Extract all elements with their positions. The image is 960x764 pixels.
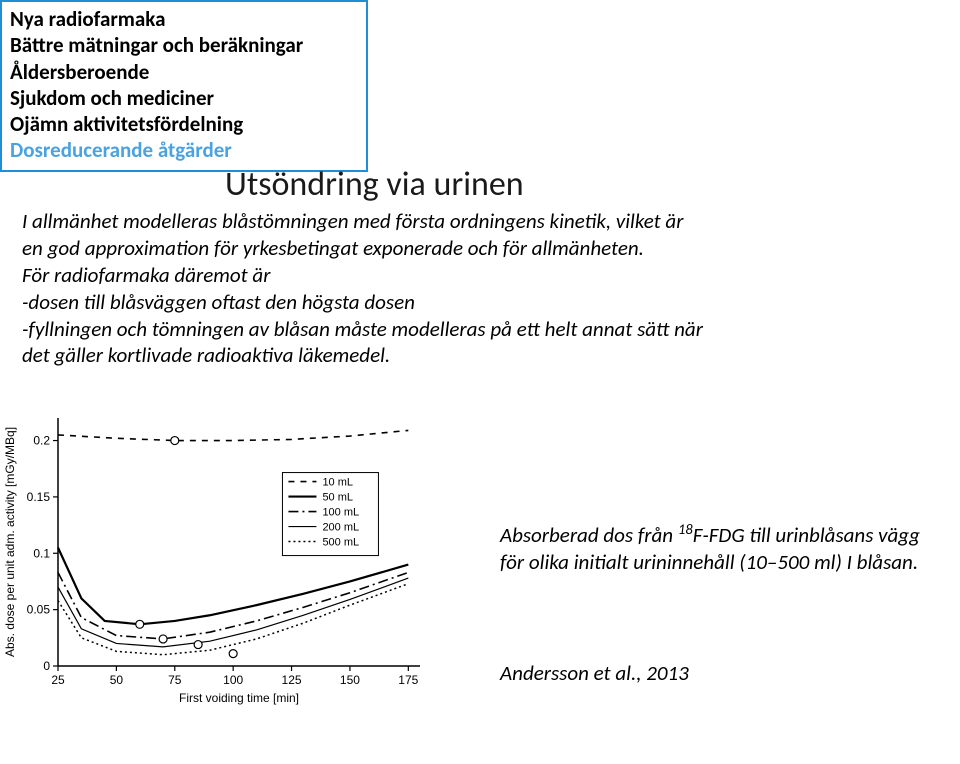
svg-text:25: 25 <box>51 673 65 687</box>
dose-vs-voiding-time-chart: 25 50 75 100 125 150 175 0 0.05 0.1 0.15 0.2 First v… <box>0 408 430 708</box>
svg-text:50: 50 <box>110 673 124 687</box>
body-paragraph: I allmänhet modelleras blåstömningen med… <box>22 208 952 369</box>
page-title: Utsöndring via urinen <box>225 164 524 205</box>
svg-text:175: 175 <box>398 673 418 687</box>
svg-text:50 mL: 50 mL <box>322 492 353 504</box>
svg-text:100: 100 <box>223 673 243 687</box>
svg-text:0.2: 0.2 <box>33 434 50 448</box>
svg-text:150: 150 <box>340 673 360 687</box>
chart-caption: Absorberad dos från 18F-FDG till urinblå… <box>500 520 920 577</box>
svg-text:200 mL: 200 mL <box>322 522 359 534</box>
svg-text:0.15: 0.15 <box>27 490 51 504</box>
svg-text:10 mL: 10 mL <box>322 477 353 489</box>
svg-text:First voiding time [min]: First voiding time [min] <box>179 691 299 705</box>
svg-text:Abs. dose per unit adm. activi: Abs. dose per unit adm. activity [mGy/MB… <box>3 427 17 657</box>
citation: Andersson et al., 2013 <box>500 660 689 686</box>
svg-text:0.1: 0.1 <box>33 546 50 560</box>
svg-text:100 mL: 100 mL <box>322 507 359 519</box>
svg-text:0: 0 <box>43 659 50 673</box>
highlight-box: Nya radiofarmakaBättre mätningar och ber… <box>0 0 368 172</box>
svg-text:500 mL: 500 mL <box>322 537 359 549</box>
svg-text:0.05: 0.05 <box>27 603 51 617</box>
svg-text:75: 75 <box>168 673 182 687</box>
svg-text:125: 125 <box>282 673 302 687</box>
